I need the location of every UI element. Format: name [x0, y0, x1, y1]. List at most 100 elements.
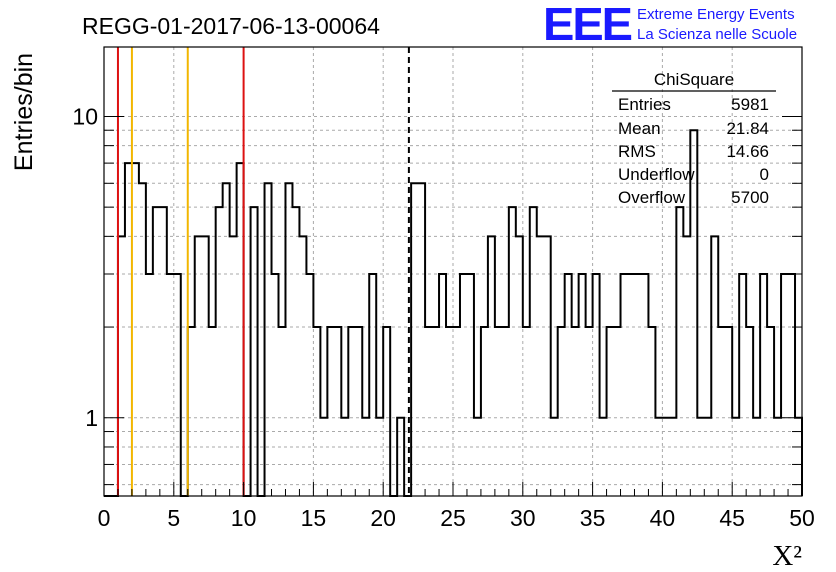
histogram-bin: [586, 327, 593, 496]
stats-box: ChiSquare Entries 5981 Mean 21.84 RMS 14…: [612, 70, 776, 207]
histogram-bin: [397, 418, 404, 496]
x-tick-label: 15: [301, 505, 327, 531]
histogram-bin: [146, 274, 153, 496]
histogram-bin: [355, 327, 362, 496]
histogram-bin: [327, 327, 334, 496]
histogram-bin: [285, 183, 292, 496]
histogram-bin: [628, 274, 635, 496]
plot-frame: [103, 46, 803, 497]
histogram-bin: [118, 236, 125, 496]
y-axis-label: Entries/bin: [10, 53, 38, 171]
stats-label-rms: RMS: [618, 142, 656, 161]
histogram-bin: [272, 274, 279, 496]
x-axis-label: X²: [772, 540, 802, 572]
histogram-bin: [593, 274, 600, 496]
histogram: [104, 129, 803, 497]
histogram-bin: [265, 183, 272, 496]
histogram-bin: [460, 274, 467, 496]
stats-title: ChiSquare: [654, 70, 734, 89]
histogram-bin: [732, 418, 739, 496]
histogram-bin: [376, 418, 383, 496]
histogram-bin: [704, 418, 711, 496]
histogram-bin: [697, 418, 704, 496]
histogram-bin: [572, 327, 579, 496]
histogram-bin: [788, 274, 795, 496]
histogram-bin: [195, 236, 202, 496]
histogram-bin: [216, 207, 223, 496]
histogram-bin: [209, 327, 216, 496]
x-tick-label: 20: [370, 505, 396, 531]
histogram-bin: [467, 274, 474, 496]
run-title: REGG-01-2017-06-13-00064: [82, 13, 380, 39]
histogram-bin: [655, 418, 662, 496]
histogram-bin: [523, 327, 530, 496]
histogram-bin: [223, 183, 230, 496]
histogram-bin: [320, 418, 327, 496]
histogram-bin: [383, 327, 390, 496]
histogram-bin: [369, 274, 376, 496]
histogram-bin: [425, 327, 432, 496]
stats-label-underflow: Underflow: [618, 165, 695, 184]
histogram-bin: [621, 274, 628, 496]
histogram-bin: [348, 327, 355, 496]
histogram-bin: [453, 327, 460, 496]
histogram-bin: [411, 183, 418, 496]
histogram-bin: [509, 207, 516, 496]
histogram-bin: [474, 418, 481, 496]
histogram-bin: [230, 236, 237, 496]
eee-logo: EEE: [543, 0, 631, 50]
histogram-bin: [634, 274, 641, 496]
histogram-bin: [767, 327, 774, 496]
logo-line-2: La Scienza nelle Scuole: [637, 26, 797, 43]
histogram-bin: [551, 418, 558, 496]
stats-label-mean: Mean: [618, 119, 661, 138]
histogram-bin: [306, 274, 313, 496]
histogram-bin: [739, 274, 746, 496]
histogram-outline: [104, 129, 803, 497]
marker-lines: [116, 47, 410, 496]
histogram-bin: [432, 327, 439, 496]
x-tick-label: 35: [580, 505, 606, 531]
histogram-bin: [579, 274, 586, 496]
histogram-bin: [132, 163, 139, 496]
histogram-bin: [488, 236, 495, 496]
histogram-bin: [711, 236, 718, 496]
stats-value-rms: 14.66: [726, 142, 769, 161]
y-tick-label: 10: [72, 103, 98, 129]
histogram-bin: [530, 207, 537, 496]
histogram-bin: [446, 327, 453, 496]
histogram-bin: [760, 274, 767, 496]
histogram-bin: [669, 418, 676, 496]
histogram-bin: [725, 327, 732, 496]
axis-ticks: 0 5 10 15 20 25 30 35 40 45 50 1 10: [72, 103, 814, 531]
histogram-bin: [292, 207, 299, 496]
histogram-bin: [125, 163, 132, 496]
x-tick-label: 30: [510, 505, 536, 531]
histogram-bin: [160, 207, 167, 496]
histogram-bin: [167, 274, 174, 496]
stats-value-overflow: 5700: [731, 188, 769, 207]
histogram-bin: [537, 236, 544, 496]
stats-value-entries: 5981: [731, 95, 769, 114]
histogram-bin: [439, 274, 446, 496]
histogram-bin: [202, 236, 209, 496]
histogram-bin: [558, 327, 565, 496]
histogram-bin: [676, 207, 683, 496]
histogram-bin: [341, 418, 348, 496]
histogram-bin: [746, 327, 753, 496]
histogram-bin: [753, 418, 760, 496]
histogram-bin: [662, 418, 669, 496]
histogram-bin: [174, 274, 181, 496]
x-tick-label: 40: [650, 505, 676, 531]
histogram-bin: [251, 207, 258, 496]
histogram-bin: [481, 327, 488, 496]
histogram-bin: [418, 183, 425, 496]
x-tick-label: 45: [719, 505, 745, 531]
histogram-bin: [607, 327, 614, 496]
histogram-bin: [237, 163, 244, 496]
histogram-bin: [565, 274, 572, 496]
histogram-bin: [774, 418, 781, 496]
histogram-bin: [188, 327, 195, 496]
histogram-bin: [313, 327, 320, 496]
histogram-bin: [614, 327, 621, 496]
